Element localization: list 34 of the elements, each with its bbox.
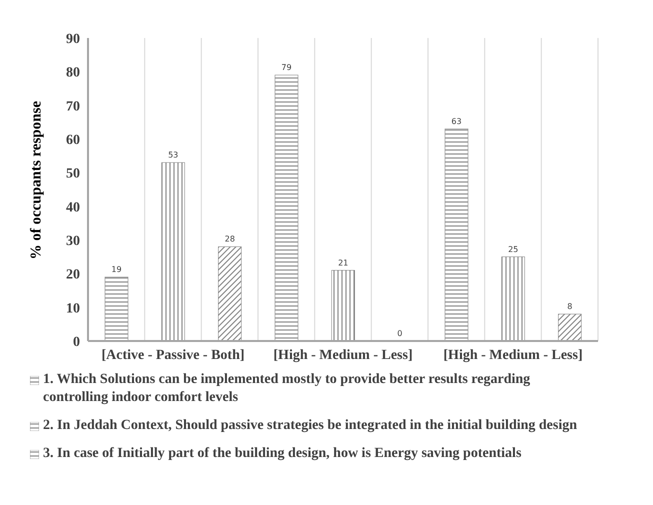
- legend-label: 1. Which Solutions can be implemented mostly to provide better results regarding controlling indoor comfort levels: [43, 371, 532, 407]
- x-tick-label: [High - Medium - Less]: [273, 348, 413, 363]
- y-tick-label: 0: [73, 334, 80, 350]
- data-label: 25: [508, 244, 518, 254]
- data-label: 53: [168, 150, 178, 160]
- bar: [161, 162, 185, 341]
- data-label: 21: [338, 258, 348, 268]
- y-tick-label: 80: [66, 66, 80, 81]
- data-label: 0: [397, 329, 402, 338]
- data-label: 8: [567, 302, 572, 312]
- y-tick-label: 50: [66, 166, 80, 182]
- bar: [501, 256, 525, 341]
- data-label: 28: [224, 234, 235, 244]
- data-label: 19: [111, 265, 122, 274]
- y-tick-label: 20: [66, 268, 80, 283]
- bar: [331, 270, 355, 341]
- bar: [558, 314, 582, 341]
- bar: [444, 128, 468, 341]
- x-tick-label: [High - Medium - Less]: [443, 348, 583, 363]
- legend-label: 3. In case of Initially part of the building design, how is Energy saving potentials: [43, 445, 522, 463]
- y-tick-label: 60: [66, 132, 80, 148]
- y-tick-label: 70: [66, 99, 80, 114]
- data-label: 79: [281, 63, 292, 72]
- bar: [274, 74, 298, 341]
- data-label: 63: [451, 116, 462, 126]
- x-tick-label: [Active - Passive - Both]: [101, 348, 245, 363]
- bar: [218, 246, 242, 341]
- y-tick-label: 10: [66, 301, 80, 316]
- y-tick-label: 90: [66, 32, 80, 47]
- y-tick-label: 40: [66, 200, 80, 216]
- bar: [104, 276, 128, 341]
- legend-label: 2. In Jeddah Context, Should passive strategies be integrated in the initial building design: [43, 417, 578, 435]
- y-tick-label: 30: [66, 234, 80, 249]
- y-axis-title: % of occupants response: [28, 100, 44, 260]
